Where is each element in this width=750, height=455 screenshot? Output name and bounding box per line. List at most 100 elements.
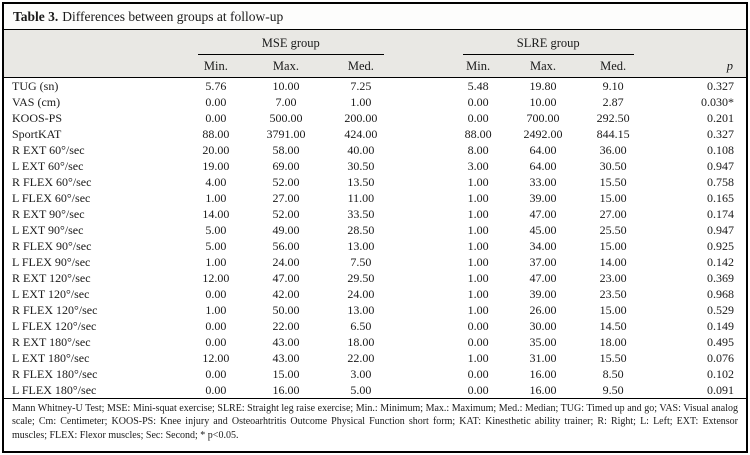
stat-value: 40.00 bbox=[347, 143, 375, 157]
column-spacer bbox=[396, 286, 451, 302]
table-row: L EXT 180°/sec 12.00 43.00 22.00 1.00 31.00 15… bbox=[4, 350, 746, 366]
stat-value: 0.00 bbox=[467, 111, 489, 125]
stat-value: 8.00 bbox=[467, 143, 489, 157]
stat-value: 0.00 bbox=[205, 319, 227, 333]
p-value: 0.201 bbox=[707, 111, 734, 125]
stat-value: 12.00 bbox=[202, 271, 230, 285]
column-spacer bbox=[396, 110, 451, 126]
stat-value: 39.00 bbox=[529, 191, 557, 205]
stat-value: 5.00 bbox=[350, 383, 372, 397]
table-body: TUG (sn) 5.76 10.00 7.25 5.48 19.80 9.10 0.327 V… bbox=[4, 78, 746, 399]
table-row: L FLEX 60°/sec 1.00 27.00 11.00 1.00 39.00 15.… bbox=[4, 190, 746, 206]
stat-value: 20.00 bbox=[202, 143, 230, 157]
stat-value: 0.00 bbox=[205, 111, 227, 125]
stat-value: 0.00 bbox=[467, 383, 489, 397]
stat-value: 23.50 bbox=[599, 287, 627, 301]
stat-value: 0.00 bbox=[205, 383, 227, 397]
table-row: L EXT 120°/sec 0.00 42.00 24.00 1.00 39.00 23.… bbox=[4, 286, 746, 302]
stat-value: 30.00 bbox=[529, 319, 557, 333]
stat-value: 1.00 bbox=[467, 287, 489, 301]
column-spacer bbox=[396, 222, 451, 238]
stat-value: 14.00 bbox=[202, 207, 230, 221]
table-row: R FLEX 60°/sec 4.00 52.00 13.50 1.00 33.00 15.… bbox=[4, 174, 746, 190]
stat-value: 24.00 bbox=[347, 287, 375, 301]
column-spacer bbox=[396, 318, 451, 334]
p-value: 0.327 bbox=[707, 79, 734, 93]
stat-value: 36.00 bbox=[599, 143, 627, 157]
stat-value: 30.50 bbox=[599, 159, 627, 173]
stat-value: 47.00 bbox=[529, 271, 557, 285]
column-spacer bbox=[395, 55, 451, 78]
mse-group-label: MSE group bbox=[197, 36, 384, 55]
table-row: TUG (sn) 5.76 10.00 7.25 5.48 19.80 9.10 0.327 bbox=[4, 78, 746, 95]
stat-value: 18.00 bbox=[347, 335, 375, 349]
table-title: Table 3. Differences between groups at fo… bbox=[4, 4, 746, 30]
stat-value: 1.00 bbox=[467, 223, 489, 237]
column-spacer bbox=[396, 302, 451, 318]
p-value: 0.327 bbox=[707, 127, 734, 141]
column-spacer bbox=[396, 126, 451, 142]
stat-value: 200.00 bbox=[344, 111, 378, 125]
stat-value: 47.00 bbox=[529, 207, 557, 221]
stat-value: 37.00 bbox=[529, 255, 557, 269]
stat-value: 1.00 bbox=[467, 239, 489, 253]
column-spacer bbox=[396, 158, 451, 174]
stat-value: 9.10 bbox=[602, 79, 624, 93]
row-label: SportKAT bbox=[12, 127, 62, 141]
stat-value: 844.15 bbox=[596, 127, 630, 141]
column-spacer bbox=[396, 334, 451, 350]
stat-value: 1.00 bbox=[467, 303, 489, 317]
slre-min-header: Min. bbox=[450, 55, 506, 78]
row-label: R EXT 120°/sec bbox=[12, 271, 91, 285]
stat-value: 1.00 bbox=[205, 303, 227, 317]
stat-value: 15.00 bbox=[599, 191, 627, 205]
row-label: R FLEX 120°/sec bbox=[12, 303, 98, 317]
stat-value: 0.00 bbox=[205, 287, 227, 301]
row-label: L FLEX 60°/sec bbox=[12, 191, 91, 205]
p-value: 0.102 bbox=[707, 367, 734, 381]
stat-value: 28.50 bbox=[347, 223, 375, 237]
stat-value: 23.00 bbox=[599, 271, 627, 285]
mse-med-header: Med. bbox=[326, 55, 396, 78]
stat-value: 5.48 bbox=[467, 79, 489, 93]
row-label: R EXT 90°/sec bbox=[12, 207, 85, 221]
stat-value: 15.00 bbox=[599, 239, 627, 253]
row-label: L FLEX 90°/sec bbox=[12, 255, 91, 269]
table-head: MSE group SLRE group Min. Max. Med. Min.… bbox=[4, 30, 746, 78]
stat-value: 292.50 bbox=[596, 111, 630, 125]
stat-header-row: Min. Max. Med. Min. Max. Med. p bbox=[4, 55, 746, 78]
row-label: L EXT 180°/sec bbox=[12, 351, 90, 365]
stat-value: 7.25 bbox=[350, 79, 372, 93]
table-row: SportKAT 88.00 3791.00 424.00 88.00 2492.00 84… bbox=[4, 126, 746, 142]
slre-med-header: Med. bbox=[580, 55, 646, 78]
p-column-header-space bbox=[645, 30, 746, 55]
table-row: R EXT 180°/sec 0.00 43.00 18.00 0.00 35.00 18.… bbox=[4, 334, 746, 350]
stat-value: 5.00 bbox=[205, 239, 227, 253]
p-header: p bbox=[645, 55, 746, 78]
stat-value: 1.00 bbox=[467, 255, 489, 269]
p-value: 0.142 bbox=[707, 255, 734, 269]
stat-value: 27.00 bbox=[599, 207, 627, 221]
stat-value: 1.00 bbox=[467, 191, 489, 205]
stat-value: 2492.00 bbox=[523, 127, 563, 141]
stat-value: 26.00 bbox=[529, 303, 557, 317]
stat-value: 30.50 bbox=[347, 159, 375, 173]
table-row: R EXT 60°/sec 20.00 58.00 40.00 8.00 64.00 36.… bbox=[4, 142, 746, 158]
column-spacer bbox=[396, 382, 451, 398]
differences-table: MSE group SLRE group Min. Max. Med. Min.… bbox=[4, 30, 746, 398]
table-row: R FLEX 120°/sec 1.00 50.00 13.00 1.00 26.00 15… bbox=[4, 302, 746, 318]
stat-value: 16.00 bbox=[529, 383, 557, 397]
stat-value: 39.00 bbox=[529, 287, 557, 301]
row-label: R FLEX 90°/sec bbox=[12, 239, 92, 253]
stat-value: 1.00 bbox=[467, 207, 489, 221]
stat-value: 5.76 bbox=[205, 79, 227, 93]
mse-min-header: Min. bbox=[185, 55, 246, 78]
stat-value: 0.00 bbox=[205, 335, 227, 349]
column-spacer bbox=[396, 206, 451, 222]
stat-value: 43.00 bbox=[272, 351, 300, 365]
slre-group-header: SLRE group bbox=[450, 30, 646, 55]
stat-value: 52.00 bbox=[272, 207, 300, 221]
stat-value: 13.00 bbox=[347, 303, 375, 317]
stat-value: 64.00 bbox=[529, 143, 557, 157]
